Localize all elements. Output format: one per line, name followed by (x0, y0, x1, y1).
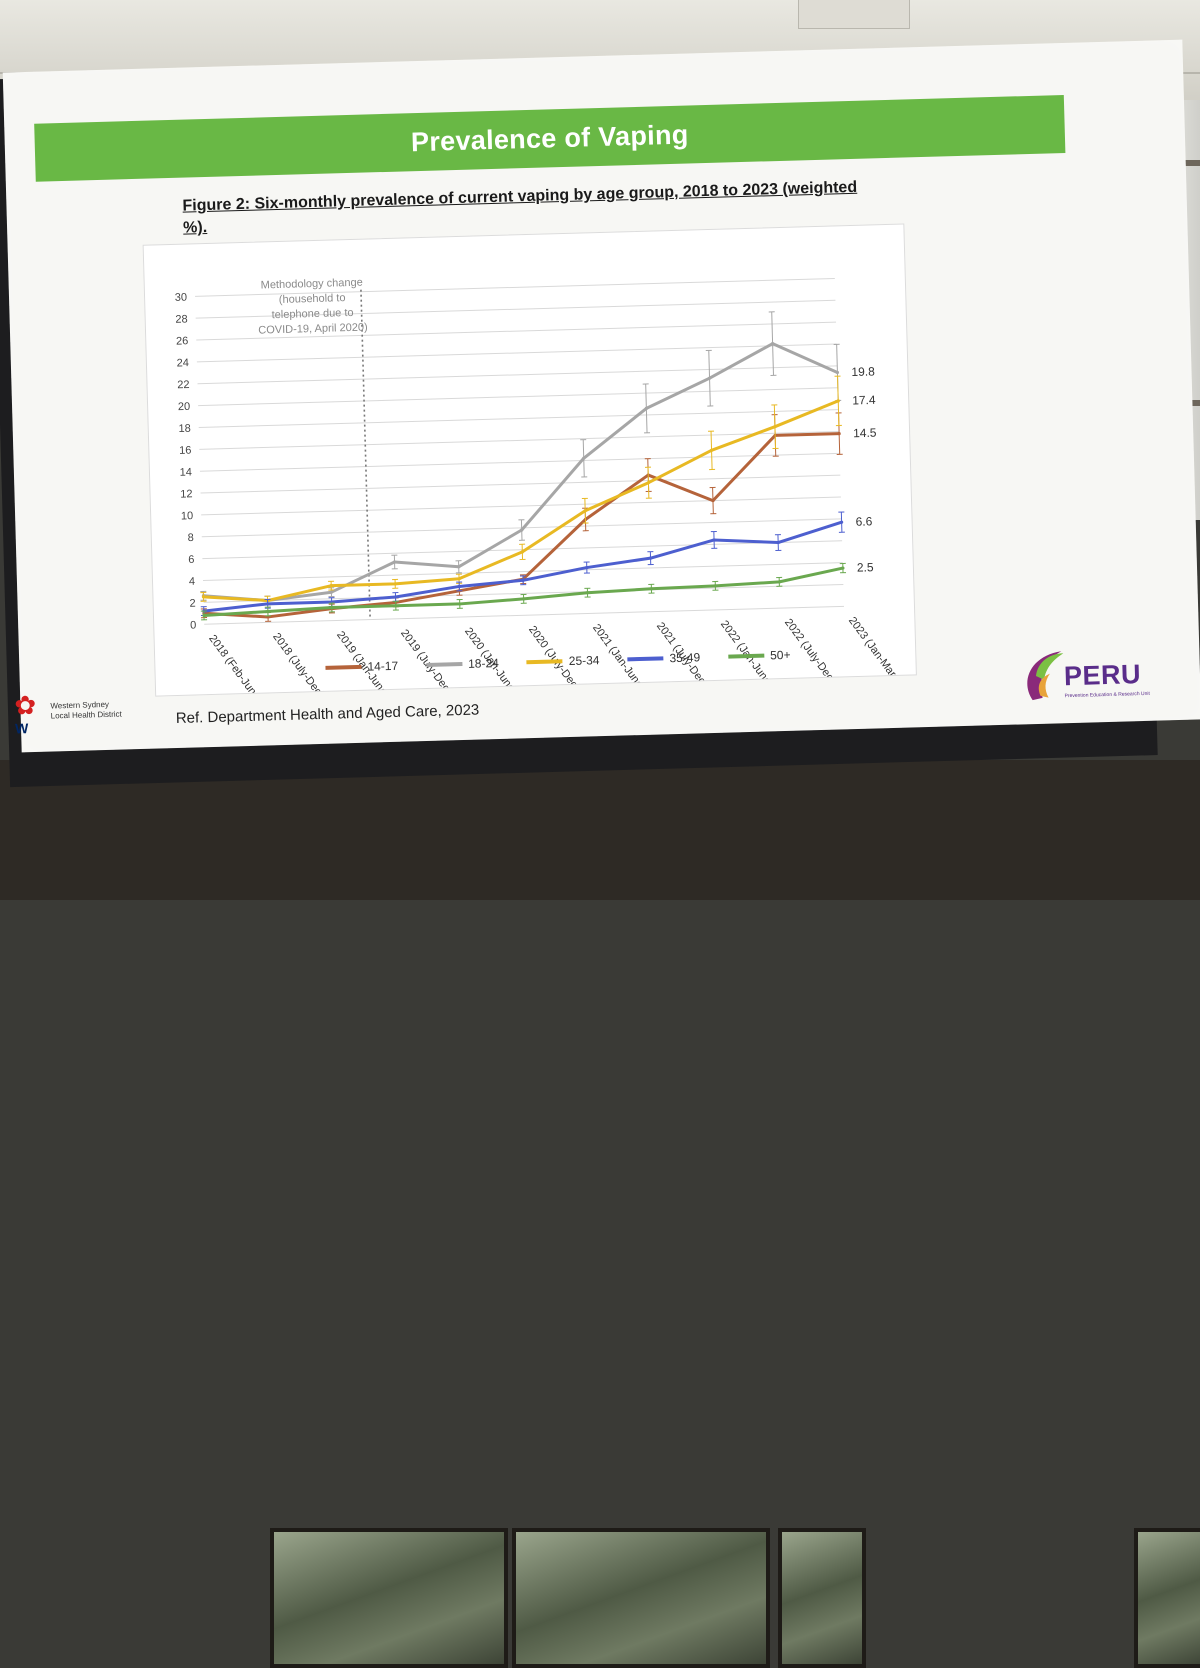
legend-label: 35-49 (669, 650, 700, 665)
peru-logo: PERU Prevention Education & Research Uni… (1023, 639, 1155, 707)
y-tick-label: 30 (175, 292, 188, 304)
legend-label: 18-24 (468, 656, 499, 671)
y-tick-label: 10 (181, 510, 194, 522)
y-tick-label: 6 (188, 554, 194, 566)
y-tick-label: 20 (178, 401, 191, 413)
x-tick-label: 2018 (Feb-June) (206, 633, 264, 696)
legend-swatch (627, 656, 663, 661)
y-tick-label: 22 (177, 379, 190, 391)
gridline (199, 431, 839, 449)
legend-swatch (325, 665, 361, 670)
legend-label: 14-17 (367, 659, 398, 674)
window-pane (778, 1528, 866, 1668)
window-pane (270, 1528, 508, 1668)
y-tick-label: 28 (175, 313, 188, 325)
title-banner: Prevalence of Vaping (34, 95, 1065, 182)
presentation-slide: Prevalence of Vaping Figure 2: Six-month… (3, 40, 1200, 753)
logo-line: Local Health District (51, 709, 141, 722)
methodology-divider (361, 290, 370, 620)
legend-swatch (527, 659, 563, 664)
y-tick-label: 12 (180, 488, 193, 500)
end-value-label: 2.5 (857, 560, 874, 574)
legend-item: 18-24 (426, 656, 499, 672)
y-tick-label: 0 (190, 619, 196, 631)
peru-wordmark: PERU (1064, 659, 1142, 692)
y-tick-label: 16 (179, 445, 192, 457)
legend-label: 25-34 (569, 653, 600, 668)
legend-item: 14-17 (325, 659, 398, 675)
y-tick-label: 2 (189, 598, 195, 610)
legend-label: 50+ (770, 648, 791, 663)
x-tick-label: 2023 (Jan-Mar only^) (846, 615, 916, 696)
western-sydney-logo: ✿ W Western Sydney Local Health District (14, 687, 136, 750)
legend-swatch (728, 654, 764, 659)
gridline (199, 410, 839, 428)
slide-title: Prevalence of Vaping (411, 119, 689, 158)
gridline (201, 497, 841, 515)
x-tick-label: 2018 (July-Dec) (270, 631, 326, 696)
gridline (198, 366, 838, 384)
reference-text: Ref. Department Health and Aged Care, 20… (176, 702, 480, 727)
end-value-label: 19.8 (851, 364, 875, 379)
y-tick-label: 14 (180, 466, 193, 478)
waratah-icon: ✿ (14, 690, 37, 722)
window-pane (1134, 1528, 1200, 1668)
gridline (201, 475, 841, 493)
logo-text: Western Sydney Local Health District (50, 699, 141, 722)
legend-swatch (426, 662, 462, 667)
end-value-label: 6.6 (855, 514, 872, 528)
legend-item: 50+ (728, 648, 791, 664)
series-line-25-34 (198, 401, 843, 602)
peru-swoosh-icon (1023, 645, 1065, 702)
y-tick-label: 26 (176, 335, 189, 347)
gridline (197, 344, 837, 362)
y-tick-label: 18 (178, 423, 191, 435)
legend-item: 25-34 (527, 653, 600, 669)
end-value-label: 14.5 (853, 426, 877, 441)
gridline (198, 388, 838, 406)
legend-item: 35-49 (627, 650, 700, 666)
y-tick-label: 4 (189, 576, 195, 588)
peru-tagline: Prevention Education & Research Unit (1064, 691, 1149, 699)
end-value-label: 17.4 (852, 393, 876, 408)
y-tick-label: 24 (177, 357, 190, 369)
y-tick-label: 8 (188, 532, 194, 544)
logo-letters: W (15, 720, 29, 736)
ceiling-vent (798, 0, 910, 29)
window-pane (512, 1528, 770, 1668)
